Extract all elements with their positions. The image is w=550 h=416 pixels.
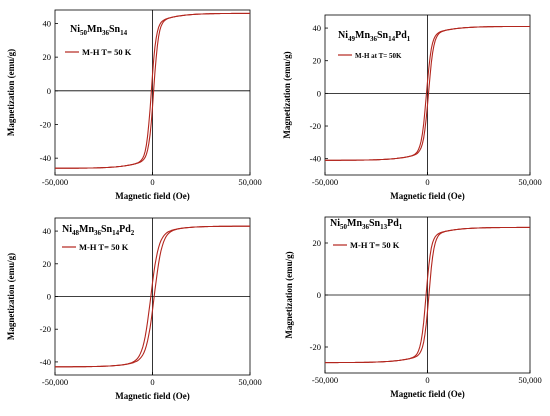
mh-curve-descending: [325, 226, 530, 364]
y-axis-label: Magnetization (emu/g): [284, 251, 294, 338]
y-axis-label: Magnetization (emu/g): [282, 51, 292, 138]
legend-label: M-H T= 50 K: [79, 242, 129, 252]
chart-panel-bottom-left: -40 -20 0 20 40 -50,000 0 50,000 Magnetic field …: [6, 217, 262, 401]
x-tick-label: -50,000: [42, 177, 68, 187]
legend-label: M-H T= 50 K: [350, 240, 400, 250]
x-tick-label: 0: [150, 377, 154, 387]
x-tick-label: -50,000: [312, 375, 338, 385]
legend-label: M-H T= 50 K: [82, 47, 132, 57]
x-axis-label: Magnetic field (Oe): [390, 191, 464, 201]
panel-title: Ni50Mn36Sn14: [70, 24, 128, 37]
y-tick-label: -40: [310, 154, 321, 164]
x-axis-label: Magnetic field (Oe): [115, 191, 189, 201]
legend-label: M-H at T= 50K: [355, 52, 402, 60]
mh-curve-descending: [325, 25, 531, 161]
y-tick-label: -20: [40, 324, 51, 334]
y-axis-label: Magnetization (emu/g): [6, 49, 16, 136]
panel-title: Ni49Mn36Sn14Pd1: [338, 30, 411, 43]
y-tick-label: 0: [317, 88, 321, 98]
y-tick-label: 0: [47, 86, 51, 96]
x-tick-label: 50,000: [518, 375, 541, 385]
y-tick-label: 20: [313, 56, 322, 66]
x-tick-label: -50,000: [312, 177, 338, 187]
y-tick-label: 40: [313, 23, 322, 33]
y-tick-label: 20: [43, 259, 52, 269]
chart-panel-top-right: -40 -20 0 20 40 -50,000 0 50,000 Magnetic field …: [282, 14, 542, 201]
chart-panel-top-left: -40 -20 0 20 40 -50,000 0 50,000 Magnetic field …: [6, 9, 262, 201]
y-tick-label: 40: [43, 226, 52, 236]
x-tick-label: 0: [425, 177, 429, 187]
x-tick-label: 50,000: [518, 177, 541, 187]
y-tick-label: -20: [310, 121, 321, 131]
x-tick-label: 50,000: [238, 377, 261, 387]
x-axis-label: Magnetic field (Oe): [115, 391, 189, 401]
mh-curve-descending: [55, 12, 250, 169]
y-tick-label: 20: [43, 52, 52, 62]
y-tick-label: -20: [310, 342, 321, 352]
panel-title: Ni48Mn36Sn14Pd2: [62, 224, 135, 237]
y-tick-label: 20: [313, 238, 322, 248]
panel-title: Ni50Mn36Sn13Pd1: [330, 218, 403, 231]
y-tick-label: 0: [47, 292, 51, 302]
y-tick-label: 40: [43, 18, 52, 28]
y-tick-label: -40: [40, 357, 51, 367]
x-axis-label: Magnetic field (Oe): [390, 389, 464, 399]
x-tick-label: -50,000: [42, 377, 68, 387]
mh-curve-descending: [55, 225, 250, 368]
x-tick-label: 0: [150, 177, 154, 187]
y-tick-label: 0: [317, 290, 321, 300]
y-tick-label: -20: [40, 119, 51, 129]
y-axis-label: Magnetization (emu/g): [6, 253, 16, 340]
chart-panel-bottom-right: -20 0 20 -50,000 0 50,000 Magnetic field (Oe) M…: [284, 216, 542, 399]
y-tick-label: -40: [40, 153, 51, 163]
x-tick-label: 0: [425, 375, 429, 385]
x-tick-label: 50,000: [238, 177, 261, 187]
